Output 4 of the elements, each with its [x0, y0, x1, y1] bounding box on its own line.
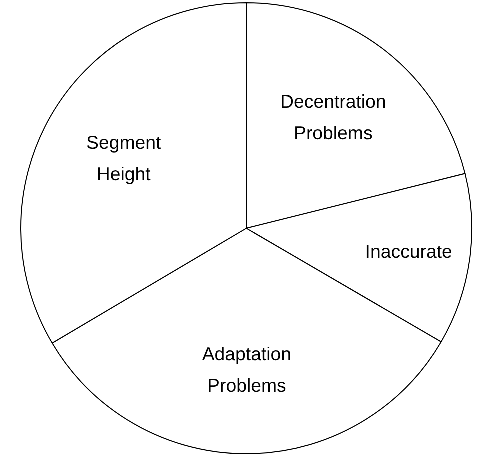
- slice-label: Adaptation Problems: [202, 344, 292, 396]
- slice-label: Segment Height: [86, 132, 162, 185]
- slice-label: Inaccurate: [365, 241, 452, 262]
- slice-label: Decentration Problems: [280, 90, 386, 144]
